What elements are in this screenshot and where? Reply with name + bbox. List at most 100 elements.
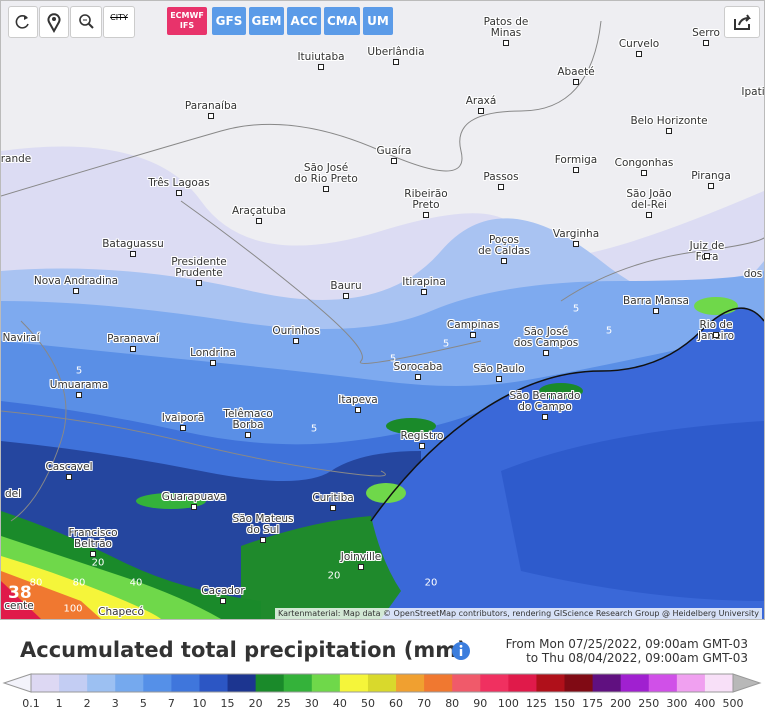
scale-segment xyxy=(536,674,566,692)
city-marker xyxy=(543,350,549,356)
city-label: dos xyxy=(743,268,763,280)
city-label: Patos de Minas xyxy=(483,16,529,39)
city-label: Curvelo xyxy=(618,38,660,50)
model-button[interactable]: ECMWF IFS xyxy=(167,7,207,35)
scale-tick-label: 500 xyxy=(723,697,744,710)
city-label: Telêmaco Borba xyxy=(223,408,273,431)
city-label: Itirapina xyxy=(402,276,446,288)
city-label: São Mateus do Sul xyxy=(232,513,294,536)
city-label: Ituiutaba xyxy=(297,51,345,63)
contour-label: 100 xyxy=(63,603,83,615)
under-arrow xyxy=(2,673,32,693)
scale-segment xyxy=(199,674,229,692)
map-background xyxy=(1,1,764,619)
city-marker xyxy=(256,218,262,224)
city-marker xyxy=(423,212,429,218)
scale-tick-label: 400 xyxy=(694,697,715,710)
city-marker xyxy=(358,564,364,570)
city-marker xyxy=(653,308,659,314)
city-marker xyxy=(210,360,216,366)
city-marker xyxy=(573,241,579,247)
city-marker xyxy=(208,113,214,119)
scale-tick-label: 200 xyxy=(610,697,631,710)
city-label: São Paulo xyxy=(473,363,525,375)
city-label: Guarapuava xyxy=(161,491,227,503)
city-label: Ivaiporã xyxy=(161,412,205,424)
attribution: Kartenmaterial: Map data © OpenStreetMap… xyxy=(274,608,762,619)
city-marker xyxy=(196,280,202,286)
city-label: Juiz de Fora xyxy=(689,240,725,263)
model-button[interactable]: GEM xyxy=(249,7,284,35)
city-marker xyxy=(415,374,421,380)
city-label: Sorocaba xyxy=(393,361,443,373)
model-button[interactable]: UM xyxy=(363,7,393,35)
city-marker xyxy=(330,505,336,511)
city-label: Caçador xyxy=(201,585,245,597)
refresh-button[interactable] xyxy=(8,6,38,38)
model-button[interactable]: ACC xyxy=(287,7,321,35)
scale-tick-label: 15 xyxy=(221,697,235,710)
city-button[interactable]: CITY xyxy=(103,6,135,38)
scale-segment xyxy=(396,674,425,692)
scale-tick-label: 7 xyxy=(168,697,175,710)
model-button[interactable]: GFS xyxy=(212,7,246,35)
city-label: Curitiba xyxy=(312,492,354,504)
city-label: Itapeva xyxy=(338,394,378,406)
city-marker xyxy=(542,414,548,420)
share-button[interactable] xyxy=(724,6,760,38)
scale-tick-label: 50 xyxy=(361,697,375,710)
contour-label: 80 xyxy=(29,577,43,589)
city-label: Joinville xyxy=(340,551,382,563)
city-label: Araçatuba xyxy=(231,205,287,217)
contour-label: 80 xyxy=(72,577,86,589)
scale-tick-label: 80 xyxy=(445,697,459,710)
scale-tick-label: 5 xyxy=(140,697,147,710)
city-label: Congonhas xyxy=(614,157,674,169)
contour-label: 5 xyxy=(442,338,450,350)
scale-tick-label: 100 xyxy=(498,697,519,710)
scale-segment xyxy=(704,674,734,692)
contour-label: 5 xyxy=(75,365,83,377)
scale-segment xyxy=(59,674,88,692)
zoom-button[interactable] xyxy=(70,6,102,38)
city-label: Bataguassu xyxy=(102,238,164,250)
location-button[interactable] xyxy=(39,6,69,38)
scale-segment xyxy=(424,674,453,692)
city-label: Piranga xyxy=(691,170,731,182)
city-marker xyxy=(220,598,226,604)
scale-segment xyxy=(143,674,172,692)
scale-segment xyxy=(171,674,200,692)
scale-segment xyxy=(255,674,285,692)
city-label: Poços de Caldas xyxy=(478,234,530,257)
city-marker xyxy=(419,443,425,449)
city-label: Abaeté xyxy=(557,66,595,78)
city-marker xyxy=(73,288,79,294)
city-label: Ipati xyxy=(741,86,765,98)
city-marker xyxy=(90,551,96,557)
city-marker xyxy=(573,167,579,173)
city-label: Araxá xyxy=(465,95,497,107)
city-marker xyxy=(318,64,324,70)
city-marker xyxy=(708,183,714,189)
contour-label: 5 xyxy=(572,303,580,315)
city-marker xyxy=(391,158,397,164)
city-label: Serro xyxy=(692,27,720,39)
map[interactable]: CITY 38 Kartenmaterial: Map data © OpenS… xyxy=(0,0,765,620)
city-label: Paranavaí xyxy=(107,333,159,345)
contour-label: 20 xyxy=(424,577,438,589)
scale-segment xyxy=(115,674,144,692)
city-marker xyxy=(666,128,672,134)
city-marker xyxy=(470,332,476,338)
scale-tick-label: 1 xyxy=(56,697,63,710)
city-label: Formiga xyxy=(554,154,598,166)
scale-tick-label: 250 xyxy=(638,697,659,710)
city-marker xyxy=(191,504,197,510)
city-label: Paranaíba xyxy=(184,100,238,112)
model-button[interactable]: CMA xyxy=(324,7,360,35)
city-marker xyxy=(646,212,652,218)
city-label: São Bernardo do Campo xyxy=(509,390,581,413)
scale-tick-label: 3 xyxy=(112,697,119,710)
refresh-icon xyxy=(15,15,29,29)
info-icon[interactable] xyxy=(451,641,471,661)
scale-tick-label: 300 xyxy=(666,697,687,710)
